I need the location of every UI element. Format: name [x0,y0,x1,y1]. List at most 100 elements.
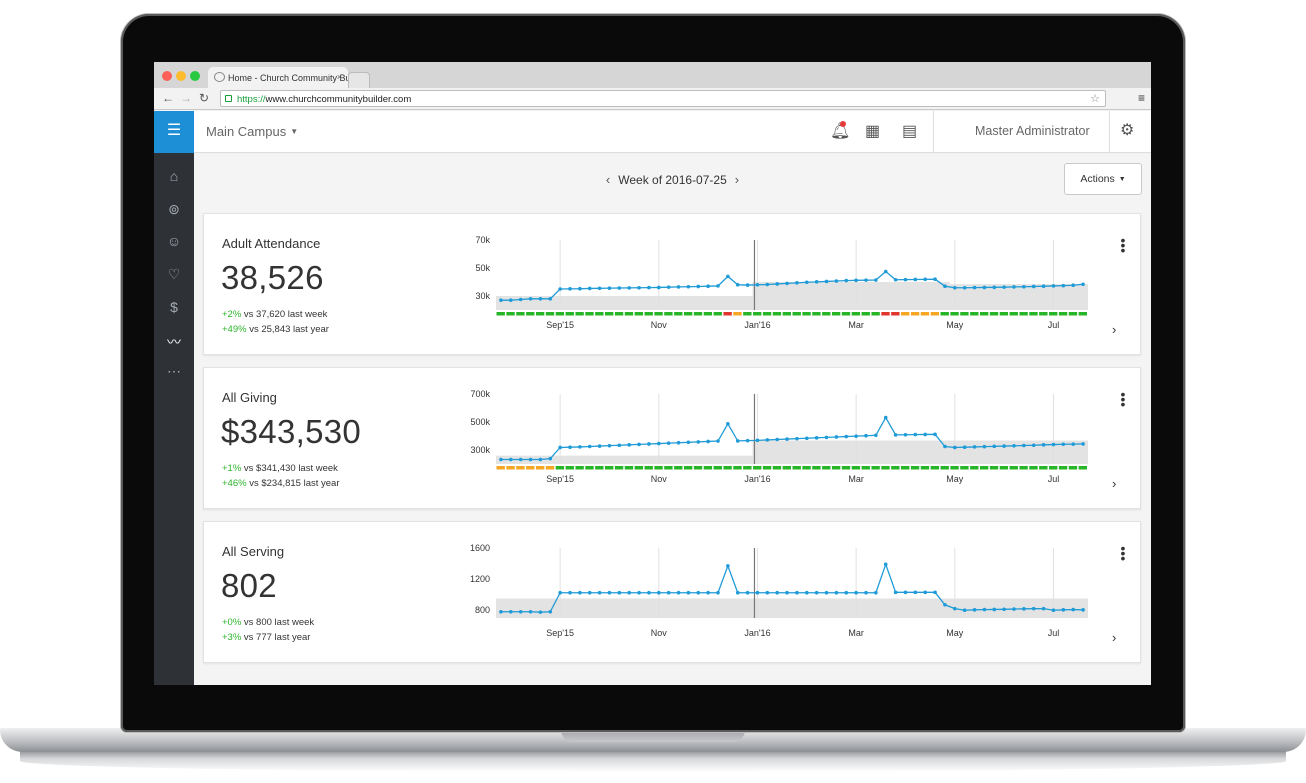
data-point [1041,606,1046,611]
data-point [953,445,957,450]
data-point [578,590,582,595]
data-point [824,435,829,440]
status-segment [535,466,545,470]
status-segment [940,312,949,316]
y-tick-label: 500k [470,417,490,427]
chevron-right-icon[interactable]: › [1112,630,1117,645]
kebab-menu-icon[interactable]: • • • [1120,232,1126,258]
comparison-week: +1% vs $341,430 last week [222,463,338,474]
data-point [1061,608,1066,612]
groups-icon[interactable]: ⊚ [168,201,180,217]
url-input[interactable]: https://www.churchcommunitybuilder.com ☆ [220,90,1106,107]
data-point [962,285,967,290]
tab-close-icon[interactable]: × [336,72,342,82]
status-segment [960,466,969,470]
data-point [587,590,592,595]
data-point [903,277,908,282]
close-window-button[interactable] [162,71,172,81]
data-point [933,277,937,281]
reload-icon[interactable]: ↻ [199,91,210,105]
document-icon[interactable]: ▤ [902,123,918,140]
data-point [795,436,799,441]
data-point [499,298,503,302]
status-segment [812,312,821,316]
people-icon[interactable]: ☺ [166,233,182,249]
data-point [676,285,681,289]
status-segment [614,466,624,470]
hamburger-menu-button[interactable]: ☰ [154,111,194,153]
forward-arrow-icon[interactable]: → [180,91,192,105]
tab-title: Home - Church Community Builder [228,73,348,83]
notification-bell-icon[interactable]: 🔔︎ [830,123,851,140]
dollar-icon[interactable]: $ [170,299,178,315]
back-arrow-icon[interactable]: ← [162,91,174,105]
previous-week-icon[interactable]: ‹ [605,172,611,187]
chevron-right-icon[interactable]: › [1112,476,1117,491]
minimize-window-button[interactable] [176,71,186,81]
url-scheme: https:// [237,94,266,105]
kebab-menu-icon[interactable]: • • • [1120,540,1126,566]
status-segment [930,312,939,316]
data-point [548,456,553,461]
data-point [676,590,681,595]
data-point [1002,607,1006,612]
status-segment [792,466,801,470]
comparison-pct: +1% [222,463,242,474]
zoom-window-button[interactable] [190,71,200,81]
data-point [883,562,888,567]
kebab-menu-icon[interactable]: • • • [1120,386,1126,412]
menu-icon[interactable]: ≡ [1137,91,1145,105]
data-point [844,590,849,595]
card-value: 38,526 [221,259,324,296]
data-point [1002,444,1006,448]
data-point [666,590,671,595]
status-segment [703,466,713,470]
home-icon[interactable]: ⌂ [169,168,179,184]
status-segment [1009,466,1018,470]
data-point [538,297,543,301]
status-segment [634,466,643,470]
data-point [992,607,997,612]
data-point [953,606,957,611]
new-tab-button[interactable] [348,72,370,88]
data-point [1071,283,1075,288]
comparison-text: vs $234,815 last year [246,478,340,489]
notification-badge [840,121,846,127]
bookmark-star-icon[interactable]: ☆ [1090,93,1100,105]
data-point [716,439,720,443]
data-point [972,445,977,449]
data-point [716,284,720,288]
header-divider [933,111,934,153]
chevron-right-icon[interactable]: › [1112,322,1117,337]
status-segment [999,312,1009,316]
data-point [1031,443,1036,448]
data-point [726,422,730,426]
data-point [1031,284,1036,289]
status-segment [812,466,821,470]
trend-chart: Sep'15 Nov Jan'16 Mar May Jul 700k 500k 300k [470,389,1088,484]
browser-tab[interactable]: Home - Church Community Builder × [208,67,348,88]
status-segment [1068,312,1078,316]
actions-button[interactable]: Actions ▼ [1064,163,1142,195]
calendar-icon[interactable]: ▦ [865,123,881,140]
next-week-icon[interactable]: › [734,172,740,187]
data-point [1061,442,1066,447]
gear-icon[interactable]: ⚙ [1120,122,1135,139]
data-point [637,590,641,595]
comparison-year: +49% vs 25,843 last year [222,324,329,335]
metric-card: Adult Attendance 38,526 +2% vs 37,620 la… [203,213,1141,355]
activity-icon[interactable]: 〰 [167,334,181,350]
data-point [972,608,977,612]
data-point [518,297,523,302]
data-point [814,590,819,595]
data-point [953,285,957,290]
data-point [726,274,730,279]
heart-icon[interactable]: ♡ [167,266,181,282]
campus-selector[interactable]: Main Campus ▼ [206,124,298,139]
more-icon[interactable]: ⋯ [167,363,181,379]
user-name[interactable]: Master Administrator [975,124,1090,138]
data-point [676,440,681,445]
data-point [528,297,533,301]
x-tick-label: Mar [848,320,864,330]
data-point [785,437,789,441]
